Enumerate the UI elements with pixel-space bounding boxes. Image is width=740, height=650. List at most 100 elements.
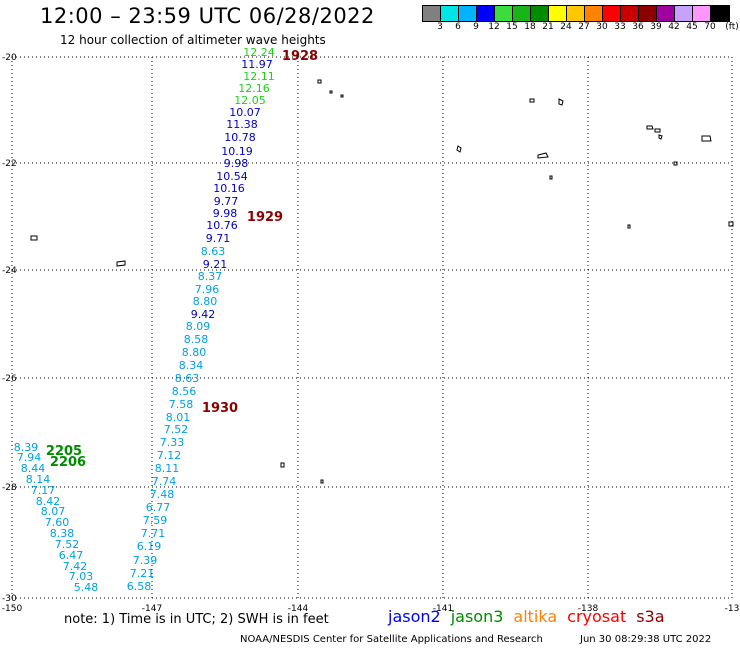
island-outline xyxy=(317,79,322,84)
wave-height-value: 7.39 xyxy=(133,554,158,567)
island-outline xyxy=(30,235,38,241)
legend-swatch xyxy=(459,6,477,21)
legend-swatch xyxy=(513,6,531,21)
y-tick-label: -26 xyxy=(2,374,17,384)
wave-height-value: 8.14 xyxy=(26,473,51,486)
wave-height-value: 12.11 xyxy=(243,70,275,83)
wave-height-value: 7.58 xyxy=(169,398,194,411)
legend-swatch xyxy=(657,6,675,21)
page-title: 12:00 – 23:59 UTC 06/28/2022 xyxy=(40,4,375,28)
pass-time-label: 1930 xyxy=(202,401,238,416)
wave-height-value: 7.60 xyxy=(45,516,70,529)
legend-swatch xyxy=(711,6,729,21)
legend-label: 33 xyxy=(614,22,626,32)
wave-height-value: 9.77 xyxy=(214,195,239,208)
wave-height-value: 9.71 xyxy=(206,232,231,245)
legend-label: 45 xyxy=(686,22,698,32)
wave-height-value: 7.21 xyxy=(130,567,155,580)
wave-height-value: 11.38 xyxy=(226,118,258,131)
island-outline xyxy=(529,98,535,103)
wave-height-value: 8.80 xyxy=(193,295,218,308)
wave-height-value: 12.16 xyxy=(238,82,270,95)
y-tick-label: -28 xyxy=(2,483,17,493)
legend-label: 42 xyxy=(668,22,680,32)
legend-label: 12 xyxy=(488,22,500,32)
footer-note: note: 1) Time is in UTC; 2) SWH is in fe… xyxy=(64,612,329,627)
x-tick-label: -150 xyxy=(2,604,23,614)
legend-label: 15 xyxy=(506,22,518,32)
wave-height-value: 8.58 xyxy=(184,333,209,346)
x-tick-label: -13 xyxy=(725,604,740,614)
island-outline xyxy=(673,161,678,166)
legend-label: 70 xyxy=(704,22,716,32)
x-tick-label: -141 xyxy=(433,604,453,614)
wave-height-value: 7.03 xyxy=(69,570,94,583)
legend-label: 27 xyxy=(578,22,590,32)
wave-height-value: 9.98 xyxy=(213,207,238,220)
wave-height-value: 7.59 xyxy=(143,514,168,527)
pass-time-label: 1928 xyxy=(282,49,318,64)
x-tick-label: -138 xyxy=(578,604,599,614)
x-tick-label: -144 xyxy=(288,604,309,614)
wave-height-value: 6.47 xyxy=(59,549,84,562)
legend-label: 18 xyxy=(524,22,536,32)
wave-height-value: 10.54 xyxy=(216,170,248,183)
wave-height-value: 7.33 xyxy=(160,436,185,449)
wave-height-value: 8.34 xyxy=(179,359,204,372)
wave-height-value: 6.58 xyxy=(127,580,152,593)
island-outline xyxy=(340,94,344,98)
wave-height-value: 9.98 xyxy=(224,157,249,170)
island-outline xyxy=(658,134,663,140)
legend-swatch xyxy=(495,6,513,21)
wave-height-value: 10.78 xyxy=(224,131,256,144)
wave-height-value: 9.42 xyxy=(191,308,216,321)
wave-height-value: 8.39 xyxy=(14,441,39,454)
legend-label: 9 xyxy=(473,22,479,32)
island-outline xyxy=(558,98,564,106)
wave-height-value: 12.24 xyxy=(243,46,275,59)
legend-label: 30 xyxy=(596,22,608,32)
island-outline xyxy=(646,125,654,130)
wave-height-value: 8.63 xyxy=(175,372,200,385)
color-scale-legend xyxy=(422,5,730,22)
wave-height-value: 6.19 xyxy=(137,540,162,553)
wave-height-value: 10.16 xyxy=(213,182,245,195)
wave-height-value: 10.19 xyxy=(221,145,253,158)
wave-height-value: 8.09 xyxy=(186,320,211,333)
island-outline xyxy=(549,175,553,180)
wave-height-value: 10.07 xyxy=(229,106,261,119)
wave-height-value: 7.48 xyxy=(150,488,175,501)
satellite-name-jason2: jason2 xyxy=(388,607,441,626)
island-outline xyxy=(280,462,285,468)
legend-swatch xyxy=(441,6,459,21)
legend-swatch xyxy=(603,6,621,21)
island-outline xyxy=(701,135,712,142)
y-tick-label: -20 xyxy=(2,53,17,63)
legend-swatch xyxy=(567,6,585,21)
wave-height-value: 11.97 xyxy=(241,58,273,71)
satellite-name-s3a: s3a xyxy=(636,607,665,626)
legend-label: 39 xyxy=(650,22,662,32)
legend-label: 24 xyxy=(560,22,572,32)
y-tick-label: -30 xyxy=(2,594,17,604)
island-outline xyxy=(320,479,324,484)
wave-height-value: 8.37 xyxy=(198,270,223,283)
legend-label: (ft) xyxy=(725,22,739,32)
pass-time-label: 2205 xyxy=(46,444,82,459)
legend-swatch xyxy=(639,6,657,21)
wave-height-value: 5.48 xyxy=(74,581,99,594)
wave-height-value: 7.71 xyxy=(141,527,166,540)
wave-height-value: 10.76 xyxy=(206,219,238,232)
wave-height-value: 7.94 xyxy=(17,451,42,464)
wave-height-value: 8.56 xyxy=(172,385,197,398)
wave-height-value: 7.52 xyxy=(164,423,189,436)
island-outline xyxy=(456,145,462,153)
wave-height-value: 8.63 xyxy=(201,245,226,258)
island-outlines xyxy=(30,79,734,484)
wave-height-value: 9.21 xyxy=(203,258,228,271)
y-tick-label: -24 xyxy=(2,266,17,276)
wave-height-value: 8.80 xyxy=(182,346,207,359)
